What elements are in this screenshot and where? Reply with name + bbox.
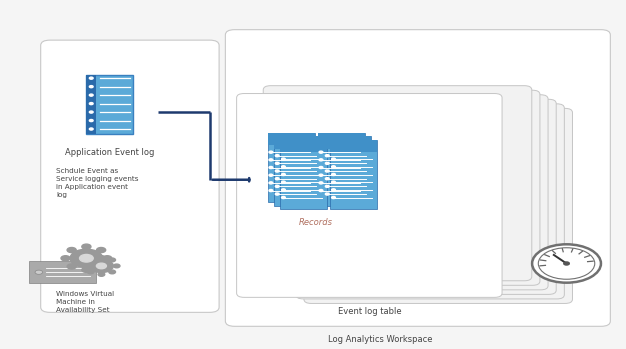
Circle shape [282,181,285,183]
FancyBboxPatch shape [324,136,371,206]
Circle shape [275,155,279,157]
Circle shape [319,159,323,161]
Text: Log Analytics Workspace: Log Analytics Workspace [328,335,433,344]
FancyBboxPatch shape [279,95,548,290]
Circle shape [332,158,336,160]
Circle shape [282,196,285,199]
Circle shape [103,256,112,261]
Circle shape [332,181,336,183]
FancyBboxPatch shape [225,30,610,326]
FancyBboxPatch shape [287,99,556,295]
FancyBboxPatch shape [280,140,327,209]
Circle shape [98,255,105,259]
Circle shape [82,267,91,273]
Circle shape [282,158,285,160]
FancyBboxPatch shape [324,136,371,149]
FancyBboxPatch shape [296,104,565,299]
Circle shape [282,166,285,168]
FancyBboxPatch shape [86,75,96,134]
Circle shape [326,178,329,180]
FancyBboxPatch shape [271,90,540,285]
FancyBboxPatch shape [29,261,96,283]
Circle shape [90,259,113,273]
Circle shape [326,162,329,164]
Circle shape [532,244,601,283]
Circle shape [90,128,93,130]
Text: Records: Records [299,218,333,227]
FancyBboxPatch shape [237,94,502,297]
Circle shape [96,247,106,253]
Circle shape [275,178,279,180]
Circle shape [90,86,93,88]
Circle shape [332,189,336,191]
Circle shape [282,189,285,191]
Circle shape [67,264,76,269]
Circle shape [269,174,273,176]
Circle shape [87,258,94,262]
FancyBboxPatch shape [331,140,377,209]
Circle shape [61,256,70,261]
Circle shape [90,103,93,105]
Circle shape [564,262,569,265]
Circle shape [332,166,336,168]
Text: Windows Virtual
Machine in
Availability Set: Windows Virtual Machine in Availability … [56,291,115,313]
FancyBboxPatch shape [331,140,377,152]
Circle shape [275,185,279,187]
Circle shape [326,155,329,157]
Circle shape [269,166,273,169]
FancyBboxPatch shape [280,140,327,152]
Circle shape [82,244,91,249]
Circle shape [87,270,94,274]
Circle shape [326,185,329,187]
Circle shape [67,247,76,253]
Circle shape [275,193,279,195]
Circle shape [35,270,43,274]
FancyBboxPatch shape [41,40,219,312]
FancyBboxPatch shape [274,136,321,206]
Circle shape [319,151,323,153]
FancyBboxPatch shape [263,86,532,281]
Circle shape [538,248,595,279]
Circle shape [113,264,120,268]
FancyBboxPatch shape [318,133,364,202]
FancyBboxPatch shape [304,108,572,304]
Circle shape [96,263,106,269]
Circle shape [98,273,105,276]
Circle shape [70,249,103,267]
Circle shape [269,182,273,184]
Circle shape [90,119,93,121]
Circle shape [319,174,323,176]
Circle shape [109,258,116,262]
Circle shape [90,94,93,96]
Circle shape [83,264,90,268]
Circle shape [326,193,329,195]
FancyBboxPatch shape [268,133,315,202]
Circle shape [275,162,279,164]
FancyBboxPatch shape [268,133,315,145]
Circle shape [269,159,273,161]
Circle shape [109,270,116,274]
Text: Schdule Event as
Service logging events
in Application event
log: Schdule Event as Service logging events … [56,168,139,198]
Circle shape [96,264,106,269]
Circle shape [269,190,273,192]
Text: Event log table: Event log table [337,307,401,316]
Circle shape [319,166,323,169]
FancyBboxPatch shape [274,136,321,149]
Circle shape [332,196,336,199]
Circle shape [269,151,273,153]
Circle shape [332,173,336,176]
Circle shape [80,254,93,262]
Circle shape [282,173,285,176]
Circle shape [319,190,323,192]
Circle shape [90,111,93,113]
FancyBboxPatch shape [86,75,133,134]
Circle shape [326,170,329,172]
FancyBboxPatch shape [318,133,364,145]
Circle shape [90,77,93,79]
Circle shape [319,182,323,184]
Text: Application Event log: Application Event log [65,148,154,157]
Circle shape [275,170,279,172]
